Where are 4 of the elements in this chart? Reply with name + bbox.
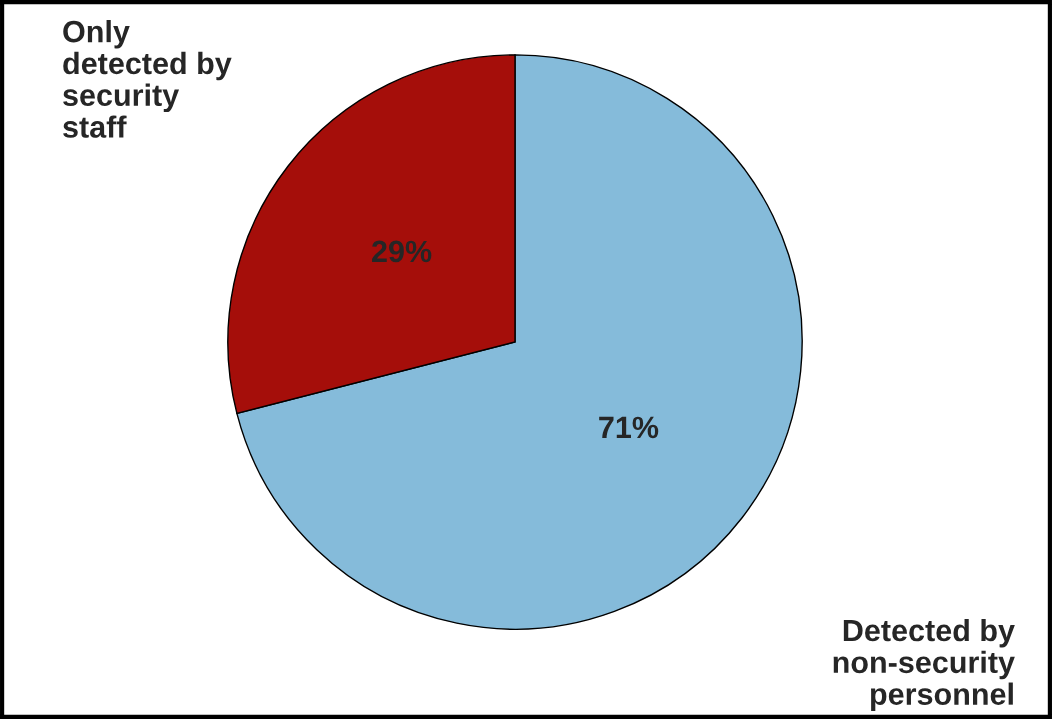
slice-label: Detected by non-security personnel — [833, 618, 1015, 711]
data-label: 29% — [372, 240, 432, 263]
slice-label: Only detected by security staff — [63, 20, 232, 138]
data-label: 71% — [599, 416, 659, 439]
